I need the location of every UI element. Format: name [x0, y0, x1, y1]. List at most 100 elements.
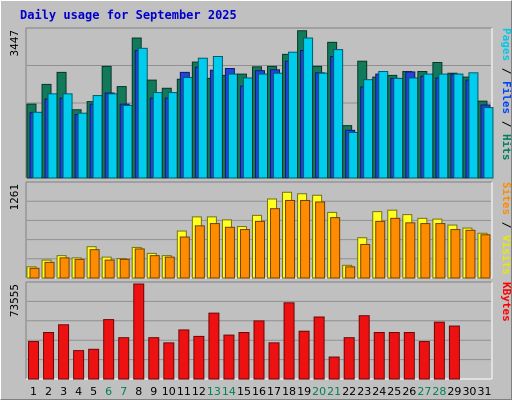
legend-part: Files	[500, 81, 511, 114]
bar-sites-day-12	[194, 225, 205, 279]
bar-pages-day-12	[197, 57, 208, 179]
bar-kbytes-day-1	[28, 341, 40, 380]
bar-kbytes-day-26	[403, 332, 415, 380]
bar-pages-day-19	[303, 37, 314, 179]
x-tick-label: 29	[447, 385, 461, 398]
bar-kbytes-day-3	[58, 324, 70, 380]
bar-sites-day-9	[149, 255, 160, 279]
bar-pages-day-24	[378, 71, 389, 179]
bar-pages-day-23	[363, 79, 374, 179]
bar-sites-day-18	[285, 199, 296, 279]
bar-sites-day-10	[164, 256, 175, 279]
x-tick-label: 6	[105, 385, 112, 398]
legend-part: /	[500, 215, 511, 235]
series-legend-label: Pages / Files / Hits	[500, 28, 511, 161]
bar-pages-day-25	[393, 77, 404, 179]
x-tick-label: 5	[90, 385, 97, 398]
x-tick-label: 1	[30, 385, 37, 398]
bar-kbytes-day-29	[448, 325, 460, 380]
bar-sites-day-19	[300, 199, 311, 279]
x-tick-label: 2	[45, 385, 52, 398]
bar-sites-day-27	[420, 223, 431, 279]
bar-kbytes-day-11	[178, 329, 190, 380]
bar-pages-day-8	[137, 47, 148, 179]
x-tick-label: 16	[252, 385, 266, 398]
y-max-label: 73555	[8, 284, 21, 317]
bar-sites-day-31	[480, 234, 491, 279]
x-tick-label: 18	[282, 385, 296, 398]
bar-sites-day-26	[405, 222, 416, 279]
legend-part: /	[500, 61, 511, 81]
bar-sites-day-24	[375, 220, 386, 279]
legend-part: Hits	[500, 134, 511, 161]
bar-sites-day-8	[134, 248, 145, 279]
bar-sites-day-28	[435, 223, 446, 279]
bar-pages-day-15	[242, 77, 253, 179]
bar-kbytes-day-27	[418, 341, 430, 380]
bar-sites-day-14	[224, 226, 235, 279]
bar-pages-day-26	[408, 77, 419, 179]
bar-pages-day-1	[32, 111, 43, 179]
bar-kbytes-day-18	[283, 302, 295, 380]
bar-kbytes-day-24	[373, 332, 385, 380]
x-tick-label: 26	[402, 385, 416, 398]
x-tick-label: 24	[372, 385, 386, 398]
bar-pages-day-4	[77, 112, 88, 179]
x-tick-label: 30	[462, 385, 476, 398]
bar-pages-day-11	[182, 77, 193, 179]
x-tick-label: 12	[192, 385, 206, 398]
bar-kbytes-day-8	[133, 283, 145, 380]
bar-pages-day-17	[273, 72, 284, 179]
bar-sites-day-7	[119, 258, 130, 279]
bar-sites-day-29	[450, 229, 461, 279]
x-tick-label: 20	[312, 385, 326, 398]
bar-sites-day-13	[209, 223, 220, 279]
bar-sites-day-6	[104, 259, 115, 279]
y-max-label: 1261	[8, 184, 21, 211]
bar-sites-day-3	[59, 257, 70, 279]
bar-kbytes-day-12	[193, 335, 205, 380]
bar-kbytes-day-10	[163, 342, 175, 380]
bar-kbytes-day-16	[253, 320, 265, 380]
x-tick-label: 31	[477, 385, 491, 398]
bar-pages-day-7	[122, 104, 133, 179]
bar-pages-day-14	[227, 73, 238, 179]
bar-kbytes-day-21	[328, 356, 340, 380]
bar-pages-day-21	[333, 49, 344, 179]
bar-kbytes-day-14	[223, 334, 235, 380]
legend-part: KBytes	[500, 282, 511, 322]
bar-sites-day-23	[360, 243, 371, 279]
bar-sites-day-25	[390, 217, 401, 279]
bar-sites-day-30	[465, 229, 476, 279]
x-tick-label: 15	[237, 385, 251, 398]
chart-panel-bottom: 73555 KBytes	[8, 281, 511, 380]
x-tick-label: 25	[387, 385, 401, 398]
bar-kbytes-day-23	[358, 315, 370, 380]
bar-sites-day-1	[29, 267, 40, 279]
legend-part: Sites	[500, 182, 511, 215]
bar-pages-day-18	[288, 51, 299, 179]
x-tick-label: 21	[327, 385, 341, 398]
x-tick-label: 13	[207, 385, 221, 398]
x-tick-label: 17	[267, 385, 281, 398]
x-tick-label: 8	[135, 385, 142, 398]
bar-pages-day-2	[47, 93, 58, 179]
x-tick-label: 22	[342, 385, 356, 398]
bar-sites-day-16	[254, 220, 265, 279]
x-tick-label: 9	[150, 385, 157, 398]
bar-kbytes-day-5	[88, 348, 100, 380]
bar-kbytes-day-19	[298, 330, 310, 380]
x-tick-label: 14	[222, 385, 236, 398]
x-tick-label: 4	[75, 385, 82, 398]
bar-sites-day-15	[239, 229, 250, 279]
y-max-label: 3447	[8, 30, 21, 57]
bar-kbytes-day-22	[343, 337, 355, 380]
bar-pages-day-31	[483, 107, 494, 179]
bar-kbytes-day-4	[73, 350, 85, 380]
chart-panel-top: 3447 Pages / Files / Hits	[8, 27, 511, 179]
x-tick-label: 23	[357, 385, 371, 398]
bar-kbytes-day-7	[118, 337, 130, 380]
bar-pages-day-5	[92, 95, 103, 179]
bar-pages-day-9	[152, 92, 163, 179]
